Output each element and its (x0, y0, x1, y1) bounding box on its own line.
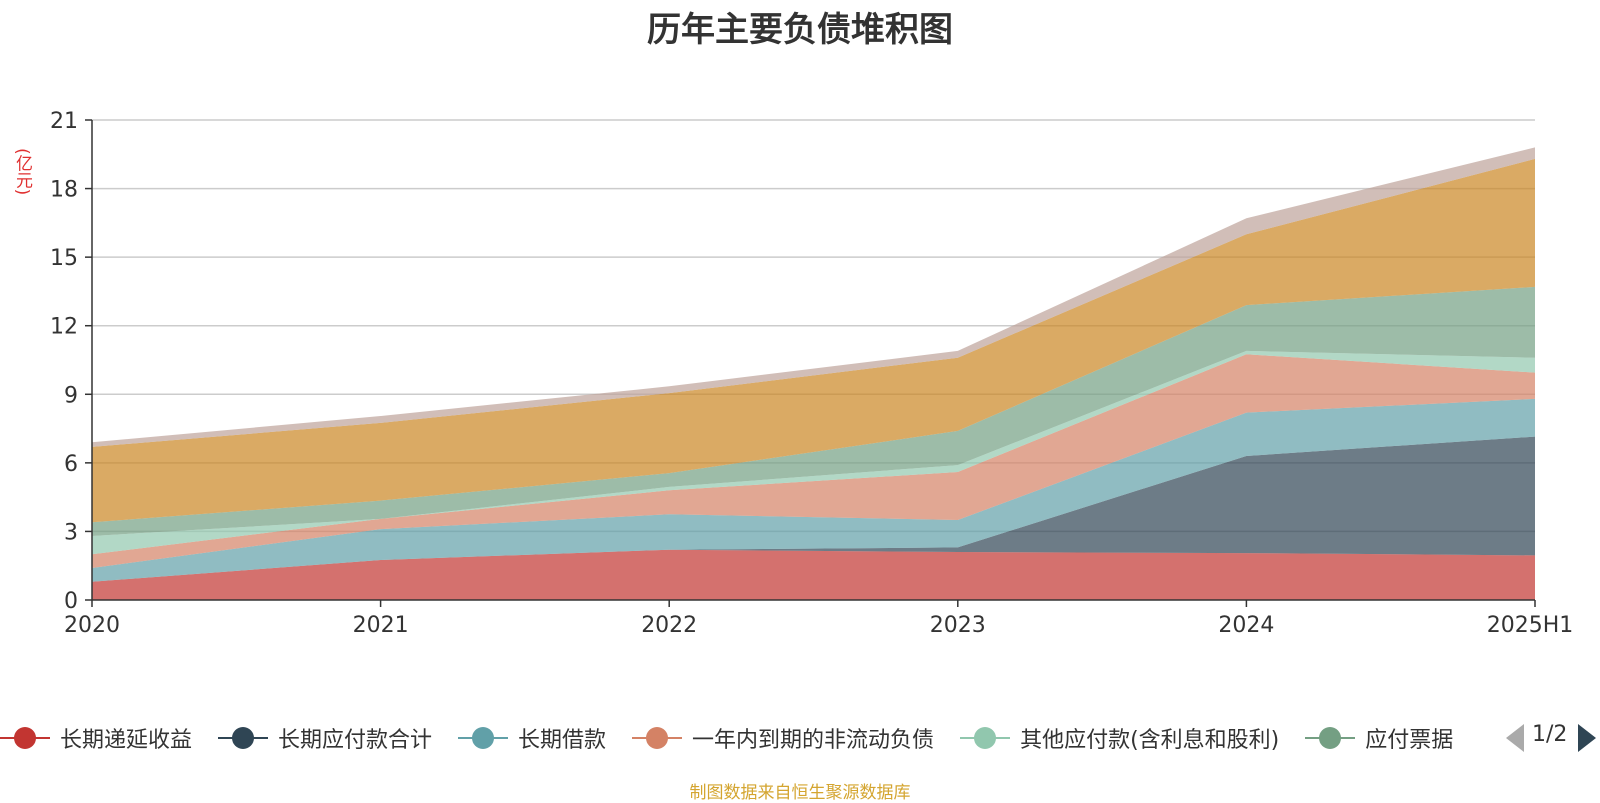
legend-pager: 1/2 (1500, 718, 1600, 758)
legend-marker-icon (458, 726, 509, 750)
x-tick-label: 2021 (353, 613, 409, 638)
legend-label: 一年内到期的非流动负债 (692, 728, 935, 753)
area-series-group (92, 147, 1535, 600)
legend-item[interactable]: 其他应付款(含利息和股利) (960, 718, 1279, 758)
legend: 长期递延收益 长期应付款合计 长期借款 一年内到期的非流动负债 其他应付款(含利息和股利… (0, 718, 1600, 758)
area-series-应付票据[interactable] (92, 286, 1535, 536)
legend-label: 长期递延收益 (60, 728, 193, 753)
y-tick-label: 12 (50, 315, 78, 340)
legend-item[interactable]: 长期应付款合计 (218, 718, 432, 758)
y-tick-label: 9 (64, 383, 78, 408)
legend-marker-icon (0, 726, 50, 750)
legend-label: 其他应付款(含利息和股利) (1020, 728, 1280, 753)
y-tick-label: 15 (50, 246, 78, 271)
y-tick-label: 6 (64, 452, 78, 477)
chart-title: 历年主要负债堆积图 (647, 10, 953, 50)
x-tick-label: 2024 (1218, 613, 1274, 638)
y-tick-label: 21 (50, 109, 78, 134)
legend-item[interactable]: 一年内到期的非流动负债 (632, 718, 934, 758)
legend-item[interactable]: 长期递延收益 (0, 718, 192, 758)
area-series-其他应付款(含利息和股利)[interactable] (92, 350, 1535, 555)
area-series-长期递延收益[interactable] (92, 549, 1535, 600)
y-axis-unit-label: (亿元) (12, 148, 32, 196)
legend-item[interactable]: 应付票据 (1305, 718, 1453, 758)
y-tick-label: 0 (64, 589, 78, 614)
area-series-一年内到期的非流动负债[interactable] (92, 354, 1535, 568)
area-series-长期借款[interactable] (92, 398, 1535, 582)
stacked-area-chart: 0 3 6 9 12 15 18 21 2020 2021 2022 2023 2024 2025H1 (50, 109, 1573, 638)
legend-items: 长期递延收益 长期应付款合计 长期借款 一年内到期的非流动负债 其他应付款(含利息和股利… (0, 718, 1495, 758)
axes: 0 3 6 9 12 15 18 21 2020 2021 2022 2023 2024 2025H1 (50, 109, 1573, 638)
legend-label: 应付票据 (1365, 728, 1454, 753)
legend-label: 长期应付款合计 (278, 728, 433, 753)
area-series-长期应付款合计[interactable] (92, 436, 1535, 582)
legend-marker-icon (218, 726, 269, 750)
area-series-应付账款[interactable] (92, 158, 1535, 523)
data-source-note: 制图数据来自恒生聚源数据库 (689, 783, 911, 803)
legend-label: 长期借款 (518, 728, 607, 753)
legend-marker-icon (960, 726, 1011, 750)
legend-marker-icon (1305, 726, 1356, 750)
x-tick-label: 2025H1 (1487, 613, 1574, 638)
legend-prev-page-icon[interactable] (1506, 724, 1524, 752)
y-tick-label: 3 (64, 520, 78, 545)
legend-item[interactable]: 长期借款 (458, 718, 606, 758)
x-tick-label: 2023 (930, 613, 986, 638)
x-tick-label: 2020 (64, 613, 120, 638)
legend-next-page-icon[interactable] (1578, 724, 1596, 752)
y-tick-label: 18 (50, 178, 78, 203)
x-tick-label: 2022 (641, 613, 697, 638)
legend-marker-icon (632, 726, 683, 750)
legend-page-indicator: 1/2 (1532, 722, 1568, 747)
